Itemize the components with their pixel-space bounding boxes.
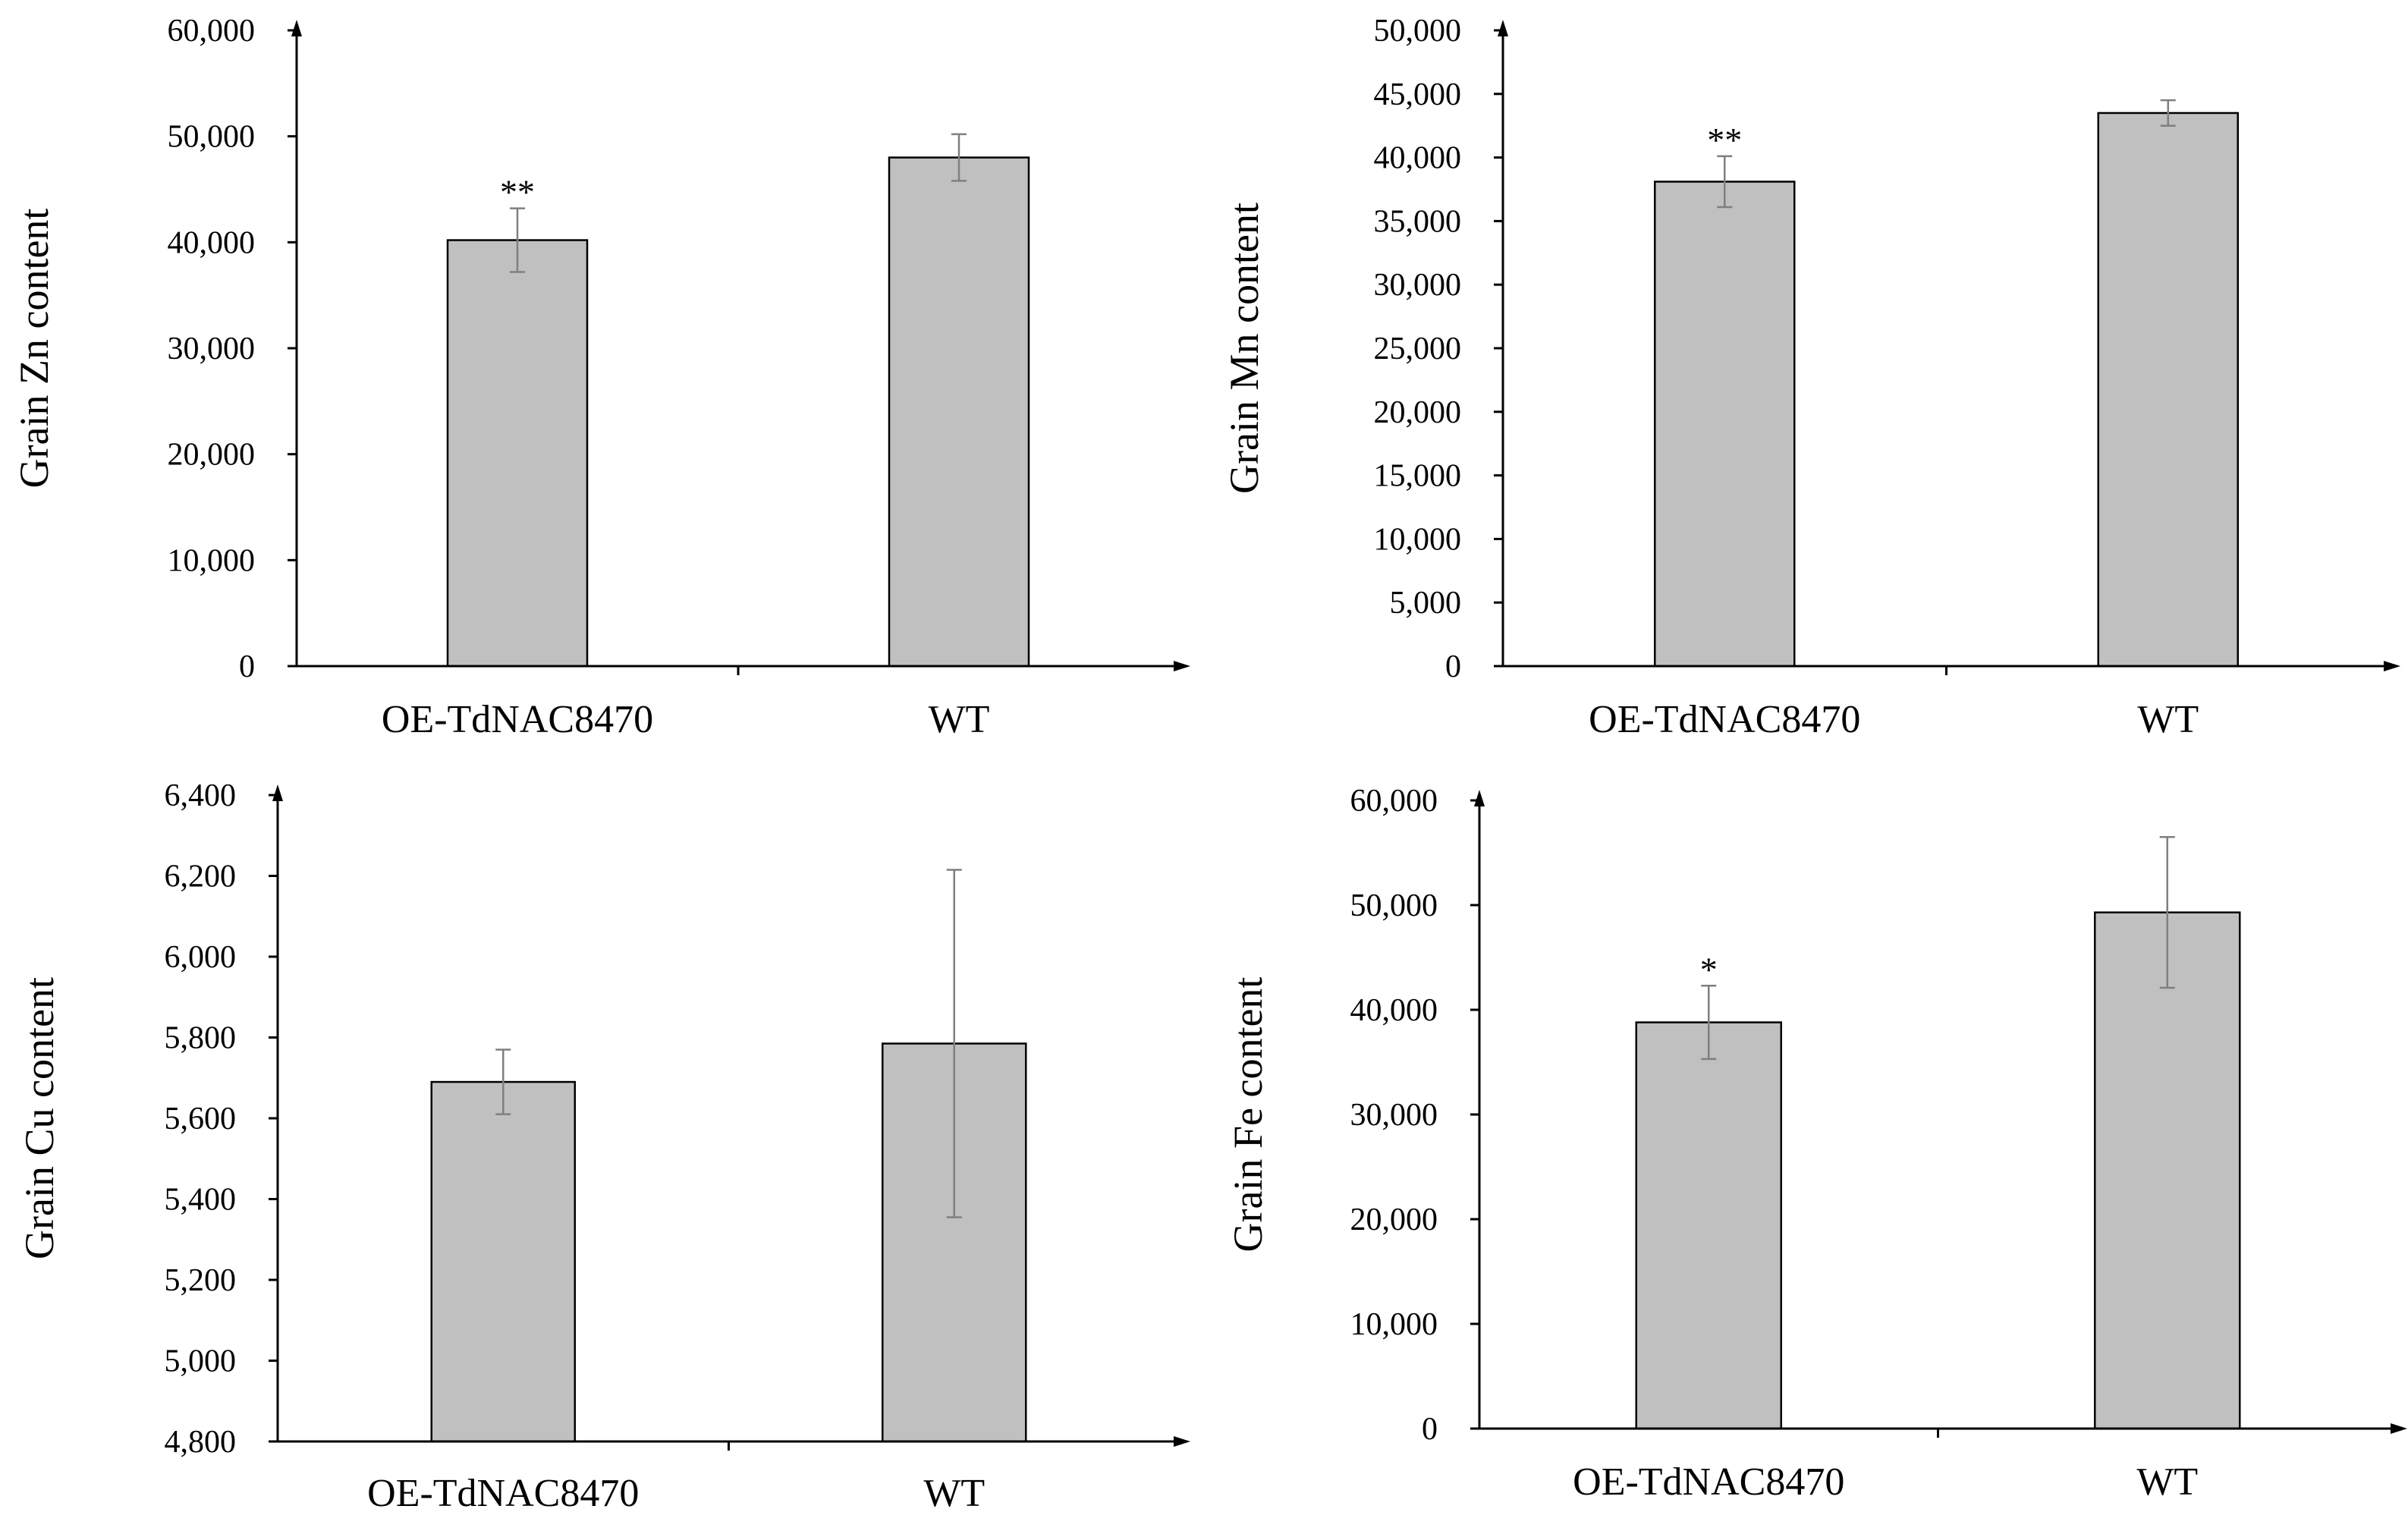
y-tick-label-mn-5: 25,000	[1374, 332, 1462, 366]
bar-fe-0	[1635, 1021, 1782, 1430]
x-category-label-cu-1: WT	[923, 1472, 985, 1515]
y-tick-label-zn-2: 20,000	[168, 438, 256, 473]
y-axis-title-cu: Grain Cu content	[17, 977, 62, 1259]
x-category-label-zn-0: OE-TdNAC8470	[382, 698, 653, 741]
x-axis-arrow-fe	[2391, 1423, 2407, 1434]
y-tick-label-fe-2: 20,000	[1350, 1202, 1438, 1237]
y-tick-label-cu-0: 4,800	[165, 1425, 237, 1460]
y-tick-label-mn-7: 35,000	[1374, 204, 1462, 239]
x-category-label-fe-1: WT	[2136, 1460, 2198, 1504]
y-tick-label-cu-3: 5,400	[165, 1183, 237, 1218]
y-tick-label-cu-7: 6,200	[165, 860, 237, 894]
y-tick-label-zn-5: 50,000	[168, 120, 256, 155]
x-axis-arrow-mn	[2384, 661, 2400, 671]
y-tick-label-cu-8: 6,400	[165, 778, 237, 813]
y-tick-label-fe-0: 0	[1422, 1412, 1438, 1447]
x-category-label-fe-0: OE-TdNAC8470	[1573, 1460, 1844, 1504]
x-category-label-mn-1: WT	[2137, 698, 2199, 741]
y-tick-label-cu-1: 5,000	[165, 1344, 237, 1379]
y-axis-arrow-mn	[1498, 20, 1508, 36]
y-tick-label-mn-3: 15,000	[1374, 459, 1462, 494]
y-axis-arrow-cu	[272, 784, 283, 801]
bar-cu-0	[430, 1080, 576, 1443]
y-tick-label-mn-8: 40,000	[1374, 141, 1462, 176]
y-tick-label-zn-0: 0	[239, 649, 255, 684]
y-tick-label-zn-3: 30,000	[168, 332, 256, 366]
y-tick-label-cu-2: 5,200	[165, 1263, 237, 1298]
bar-fe-1	[2094, 911, 2241, 1430]
chart-fe: * 0 10,000 20,000 30,000 40,000 50,000 60,000 OE…	[1225, 784, 2407, 1504]
y-axis-title-mn: Grain Mn content	[1221, 203, 1267, 494]
chart-zn: ** 0 10,000 20,000 30,000 40,000 50,000 60,000 O…	[11, 14, 1190, 741]
y-tick-label-cu-5: 5,800	[165, 1021, 237, 1056]
y-tick-label-mn-6: 30,000	[1374, 268, 1462, 303]
x-category-label-mn-0: OE-TdNAC8470	[1589, 698, 1860, 741]
y-tick-label-mn-4: 20,000	[1374, 395, 1462, 430]
y-tick-label-fe-5: 50,000	[1350, 888, 1438, 923]
y-tick-label-fe-1: 10,000	[1350, 1307, 1438, 1342]
y-tick-label-cu-6: 6,000	[165, 940, 237, 975]
y-tick-label-mn-10: 50,000	[1374, 14, 1462, 49]
x-category-label-cu-0: OE-TdNAC8470	[367, 1472, 639, 1515]
y-tick-label-fe-4: 40,000	[1350, 993, 1438, 1028]
bar-mn-1	[2097, 112, 2239, 668]
y-tick-label-mn-9: 45,000	[1374, 77, 1462, 112]
y-axis-title-fe: Grain Fe content	[1225, 977, 1271, 1253]
bar-mn-0	[1654, 181, 1796, 668]
x-category-label-zn-1: WT	[929, 698, 990, 741]
x-axis-arrow-zn	[1174, 661, 1190, 671]
y-axis-arrow-fe	[1474, 790, 1485, 806]
chart-mn: ** 0 5,000 10,000 15,000 20,000 25,000 30,000 35…	[1221, 14, 2400, 741]
significance-label-mn-0: **	[1707, 121, 1742, 159]
y-tick-label-mn-2: 10,000	[1374, 522, 1462, 557]
y-tick-label-mn-0: 0	[1445, 649, 1461, 684]
significance-label-fe-0: *	[1700, 950, 1718, 989]
y-tick-label-zn-1: 10,000	[168, 543, 256, 578]
significance-label-zn-0: **	[500, 173, 535, 212]
y-tick-label-fe-6: 60,000	[1350, 784, 1438, 819]
y-axis-arrow-zn	[291, 20, 302, 36]
bar-zn-0	[446, 239, 589, 668]
y-axis-title-zn: Grain Zn content	[11, 209, 57, 489]
y-tick-label-zn-6: 60,000	[168, 14, 256, 49]
y-tick-label-mn-1: 5,000	[1390, 586, 1462, 621]
chart-cu: 4,800 5,000 5,200 5,400 5,600 5,800 6,000 6,200…	[17, 778, 1190, 1515]
y-tick-label-zn-4: 40,000	[168, 225, 256, 260]
y-tick-label-fe-3: 30,000	[1350, 1098, 1438, 1133]
y-tick-label-cu-4: 5,600	[165, 1102, 237, 1136]
bar-zn-1	[888, 156, 1030, 668]
x-axis-arrow-cu	[1174, 1436, 1190, 1447]
